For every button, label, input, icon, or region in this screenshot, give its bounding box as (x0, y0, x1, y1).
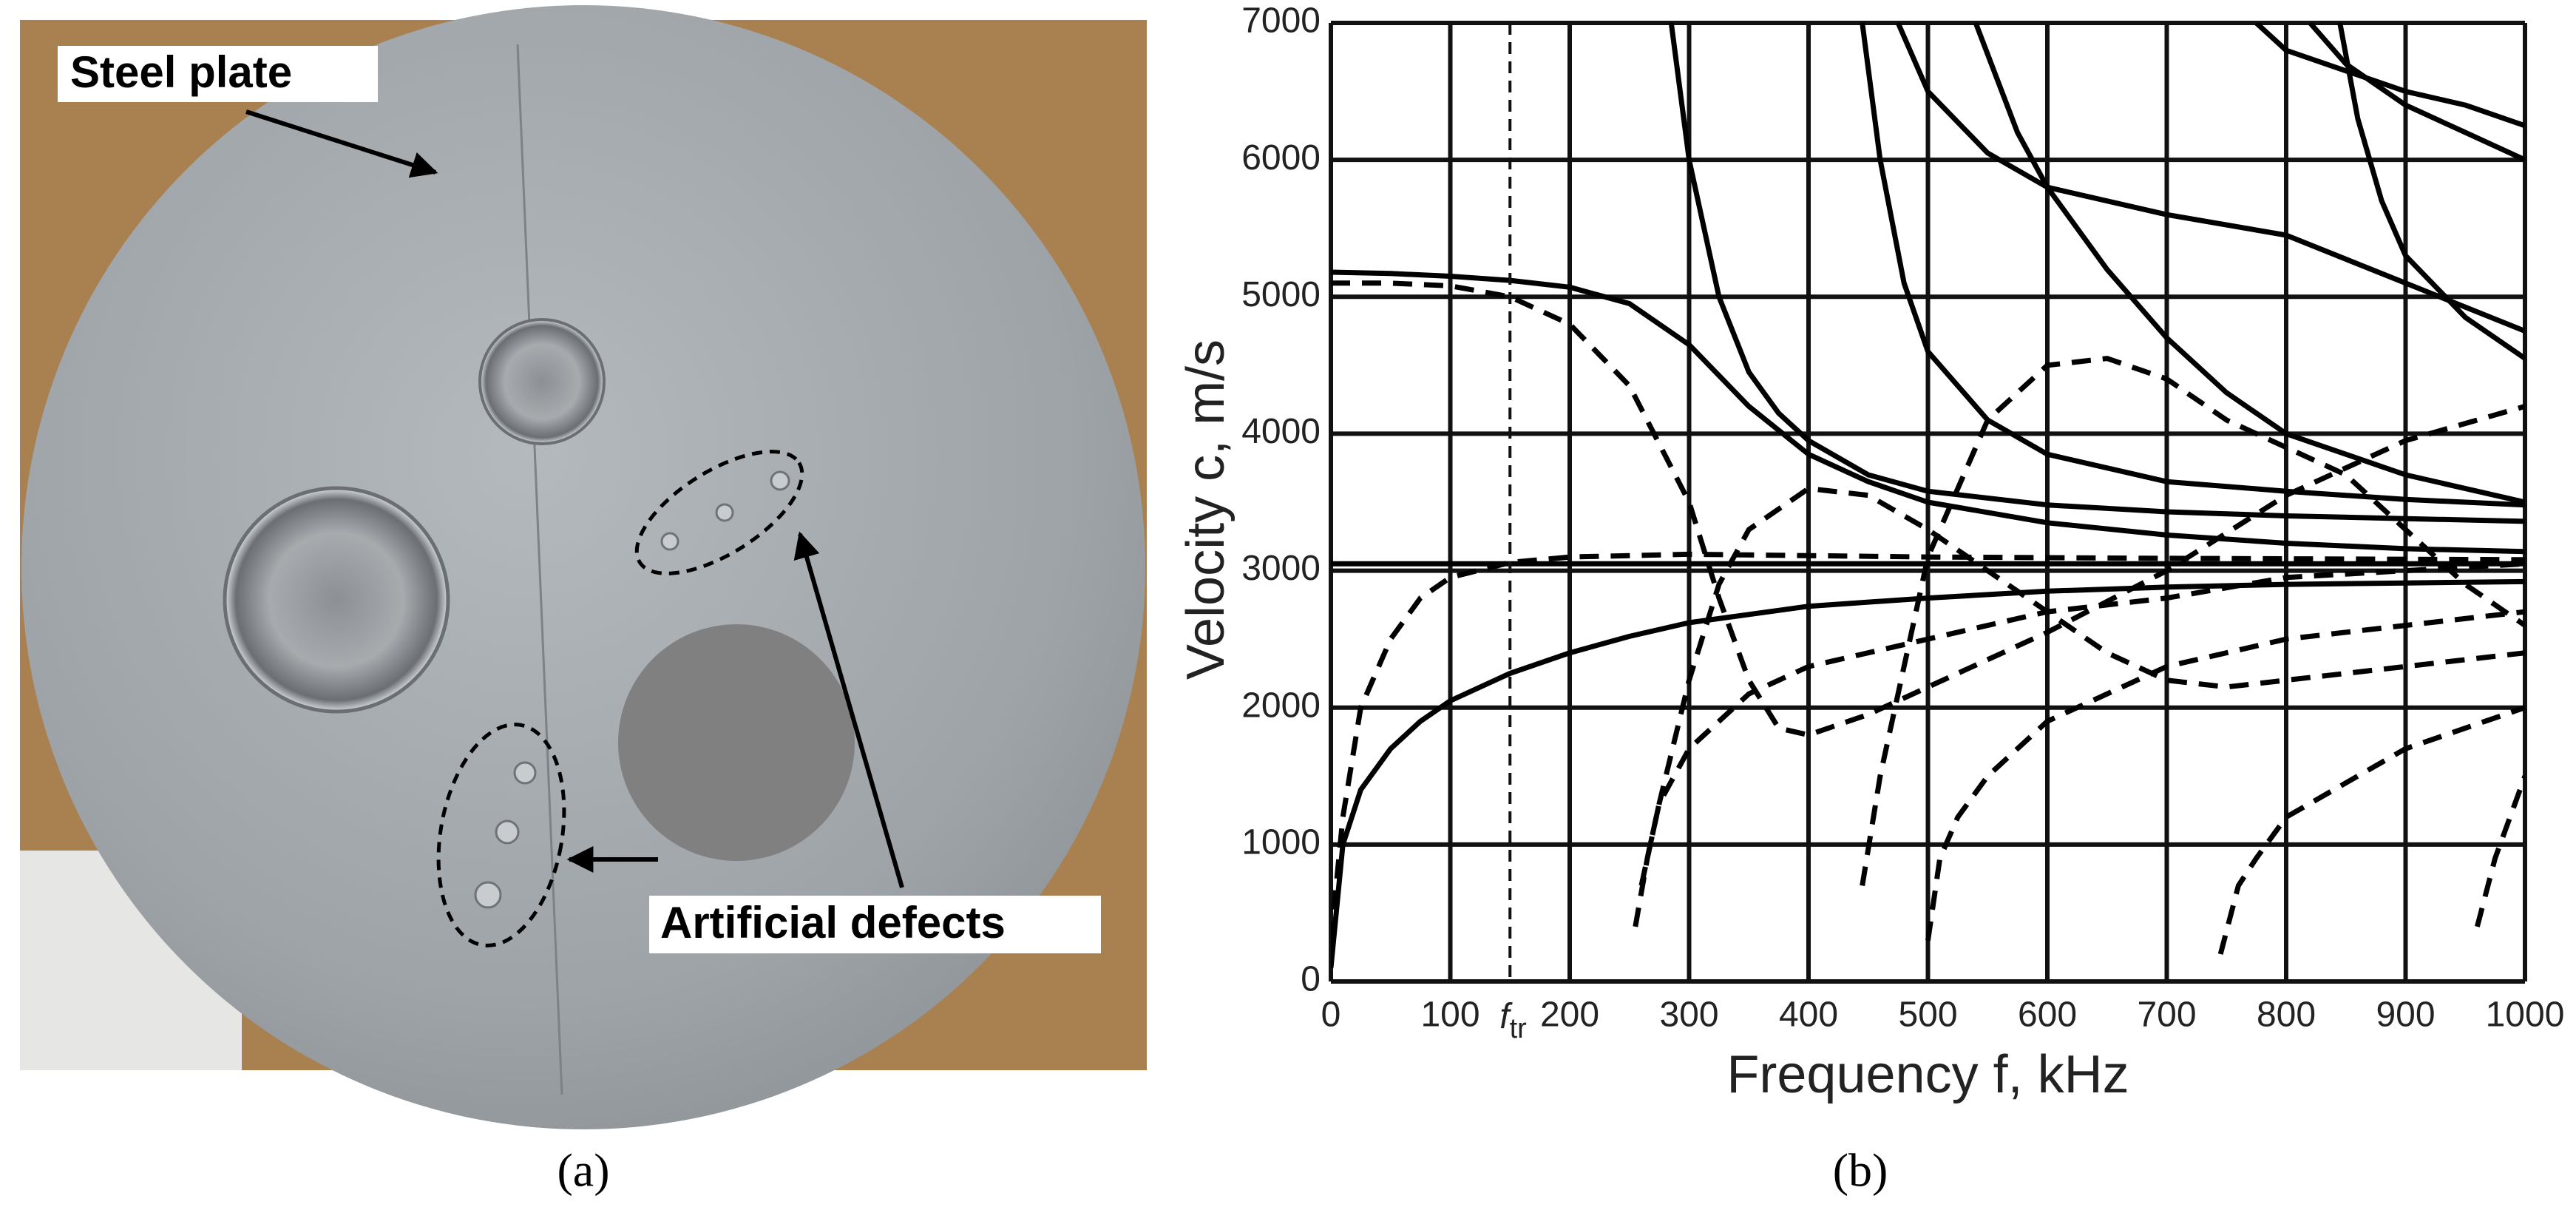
curves (1331, 23, 2525, 968)
label-box (649, 896, 1101, 953)
curve (2475, 775, 2525, 927)
curve (2308, 23, 2525, 163)
x-tick-label: 1000 (2486, 996, 2565, 1035)
x-axis-label: Frequency f, kHz (1726, 1045, 2129, 1104)
plate-seam (516, 44, 563, 1095)
y-tick-label: 5000 (1241, 275, 1321, 314)
curve (2337, 23, 2525, 361)
y-tick-label: 6000 (1241, 138, 1321, 178)
panel-caption: (b) (1833, 1144, 1888, 1197)
label-box (58, 46, 378, 102)
y-tick-label: 1000 (1241, 823, 1321, 862)
y-tick-label: 4000 (1241, 412, 1321, 451)
steel-plate (21, 5, 1145, 1129)
curve (2254, 23, 2525, 129)
y-axis-label: Velocity c, m/s (1176, 339, 1236, 680)
chart: 0 100 200 300 400 500 600 700 800 900 1000 0 1000 200… (1176, 1, 2564, 1104)
curve (1860, 356, 2525, 886)
curve (1331, 269, 2525, 555)
x-tick-label: 900 (2376, 996, 2435, 1035)
annotation-label: ftr (1499, 997, 1527, 1044)
curve (1331, 578, 2525, 968)
curve (1860, 23, 2525, 508)
hole (478, 318, 606, 445)
x-tick-label: 700 (2137, 996, 2196, 1035)
masked-area (618, 624, 855, 861)
x-tick-label: 400 (1779, 996, 1838, 1035)
x-tick-label: 500 (1898, 996, 1957, 1035)
curve (2217, 705, 2525, 955)
defect-ellipse (634, 450, 804, 575)
hole (223, 486, 450, 714)
annotation-sub: tr (1510, 1013, 1528, 1044)
x-tick-label: 0 (1321, 996, 1341, 1035)
y-tick-label: 2000 (1241, 686, 1321, 725)
photo: Steel plate Artificial defects (20, 5, 1147, 1129)
y-tick-label: 0 (1301, 960, 1321, 999)
x-tick-label: 200 (1540, 996, 1599, 1035)
curve (1638, 561, 2525, 887)
plate-label: Steel plate (70, 47, 292, 97)
curve (1925, 609, 2525, 942)
defects (474, 470, 790, 909)
curve (1668, 23, 2525, 524)
curve (1895, 23, 2525, 334)
panel-caption: (a) (557, 1144, 609, 1197)
x-tick-label: 300 (1659, 996, 1718, 1035)
defect-ellipse (436, 723, 566, 947)
defects-label: Artificial defects (660, 898, 1006, 947)
y-tick-label: 7000 (1241, 1, 1321, 41)
arrow (793, 531, 904, 888)
curve (1633, 486, 2525, 927)
curve (1973, 23, 2525, 505)
y-tick-label: 3000 (1241, 549, 1321, 588)
x-tick-label: 600 (2018, 996, 2077, 1035)
arrow (245, 109, 438, 178)
x-tick-label: 100 (1420, 996, 1479, 1035)
x-tick-label: 800 (2257, 996, 2316, 1035)
